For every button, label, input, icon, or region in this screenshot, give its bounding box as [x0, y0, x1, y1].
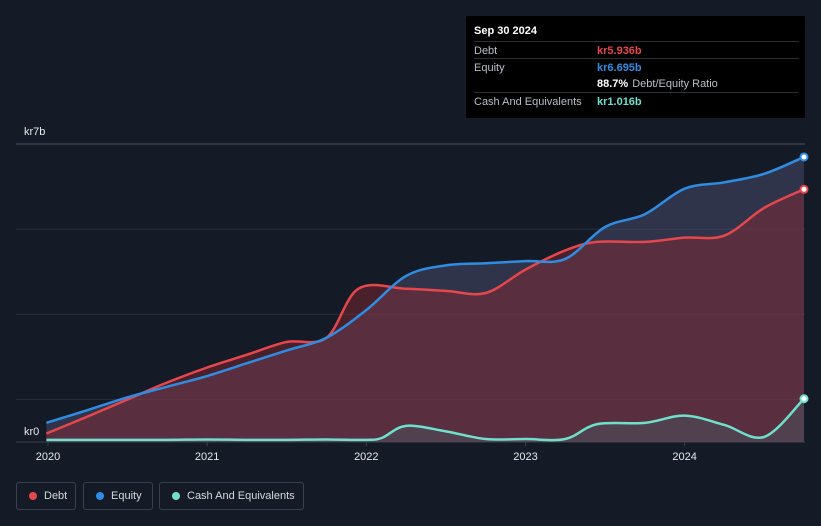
equity-line: [46, 155, 805, 425]
tooltip-row-debt: Debt kr5.936b: [474, 41, 799, 59]
x-tick-label-2024: 2024: [672, 451, 696, 463]
x-tick-label-2020: 2020: [36, 451, 60, 463]
equity-end-marker: [799, 152, 809, 162]
cash-end-marker: [799, 394, 809, 404]
legend-item-equity[interactable]: Equity: [83, 482, 153, 510]
equity-area: [46, 156, 804, 442]
y-axis-bottom-label: kr0: [24, 426, 39, 438]
tooltip-cash-value: kr1.016b: [597, 96, 642, 108]
legend-item-cash[interactable]: Cash And Equivalents: [159, 482, 304, 510]
x-tick-label-2021: 2021: [195, 451, 219, 463]
legend-cash-label: Cash And Equivalents: [187, 490, 295, 502]
tooltip-cash-label: Cash And Equivalents: [474, 96, 582, 108]
tooltip-panel: Sep 30 2024 Debt kr5.936b Equity kr6.695…: [466, 16, 805, 118]
cash-area: [46, 398, 804, 442]
debt-area: [46, 189, 804, 442]
legend-debt-label: Debt: [44, 490, 68, 502]
tooltip-ratio: 88.7% Debt/Equity Ratio: [597, 78, 718, 90]
debt-end-marker: [799, 184, 809, 194]
y-axis-top-label: kr7b: [24, 126, 45, 138]
series-lines: [45, 155, 805, 442]
tooltip-debt-value: kr5.936b: [597, 45, 642, 57]
x-axis-ticks: 2020 2021 2022 2023 2024: [36, 442, 697, 463]
series-areas: [46, 156, 804, 442]
tooltip-row-equity: Equity kr6.695b: [474, 58, 799, 76]
tooltip-ratio-value: 88.7%: [597, 78, 629, 90]
tooltip-ratio-label: Debt/Equity Ratio: [632, 78, 718, 90]
debt-dot-icon: [29, 492, 37, 500]
tooltip-debt-label: Debt: [474, 45, 498, 57]
x-tick-label-2023: 2023: [513, 451, 537, 463]
equity-dot-icon: [96, 492, 104, 500]
tooltip-equity-label: Equity: [474, 62, 505, 74]
x-tick-label-2022: 2022: [354, 451, 378, 463]
legend-item-debt[interactable]: Debt: [16, 482, 76, 510]
tooltip-row-ratio: 88.7% Debt/Equity Ratio: [474, 75, 799, 92]
end-markers: [799, 152, 809, 404]
debt-line: [45, 188, 805, 435]
legend-equity-label: Equity: [111, 490, 142, 502]
cash-line: [46, 397, 805, 442]
tooltip-equity-value: kr6.695b: [597, 62, 642, 74]
tooltip-row-cash: Cash And Equivalents kr1.016b: [474, 92, 799, 110]
tooltip-date: Sep 30 2024: [474, 25, 537, 37]
grid-lines: [16, 143, 805, 443]
cash-dot-icon: [172, 492, 180, 500]
